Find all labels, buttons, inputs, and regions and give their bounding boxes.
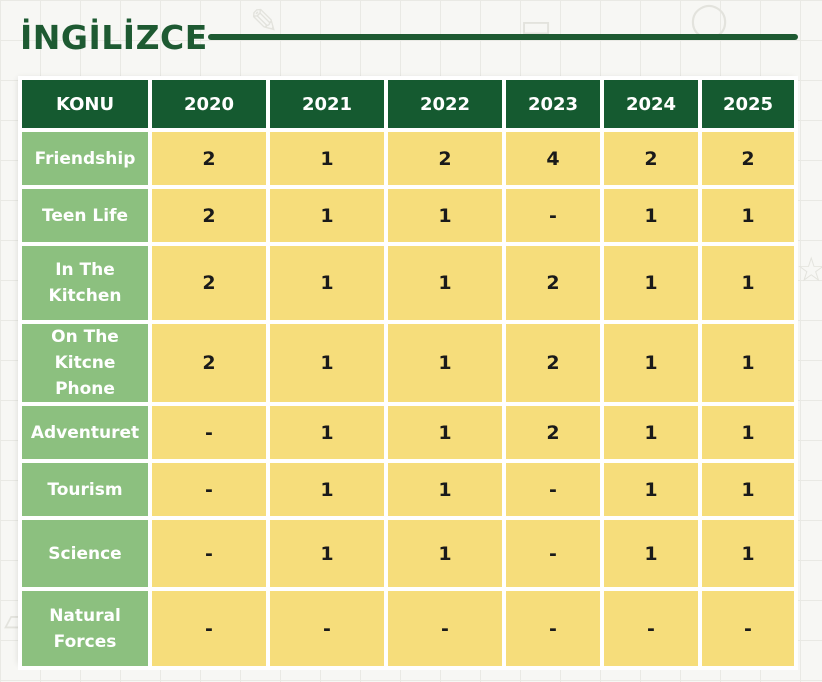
table-row: On The Kitcne Phone 2 1 1 2 1 1 xyxy=(18,320,798,406)
header-cell-year: 2021 xyxy=(266,76,388,132)
value-cell: 2 xyxy=(502,242,604,324)
value-cell: 2 xyxy=(148,185,270,246)
value-cell: - xyxy=(148,516,270,591)
value-cell: 1 xyxy=(266,459,388,520)
value-cell: 2 xyxy=(502,320,604,406)
value-cell: 2 xyxy=(148,242,270,324)
title-underline xyxy=(208,34,798,40)
table-row: In The Kitchen 2 1 1 2 1 1 xyxy=(18,242,798,324)
table-row: Teen Life 2 1 1-1 1 xyxy=(18,185,798,246)
value-cell: - xyxy=(502,516,604,591)
value-cell: 1 xyxy=(600,402,702,463)
value-cell: - xyxy=(502,459,604,520)
value-cell: 1 xyxy=(698,516,798,591)
header-cell-year: 2024 xyxy=(600,76,702,132)
value-cell: 1 xyxy=(600,185,702,246)
header-cell-year: 2022 xyxy=(384,76,506,132)
page-title: İNGİLİZCE xyxy=(20,18,208,57)
value-cell: 1 xyxy=(384,242,506,324)
value-cell: 1 xyxy=(384,459,506,520)
header-cell-year: 2023 xyxy=(502,76,604,132)
value-cell: 1 xyxy=(698,459,798,520)
topic-cell: Teen Life xyxy=(18,185,152,246)
table-row: Science -1 1-1 1 xyxy=(18,516,798,591)
topic-cell: Friendship xyxy=(18,128,152,189)
value-cell: 1 xyxy=(384,320,506,406)
value-cell: - xyxy=(600,587,702,670)
value-cell: 1 xyxy=(600,320,702,406)
table-row: Tourism -1 1-1 1 xyxy=(18,459,798,520)
globe-doodle-icon: ◯ xyxy=(690,0,729,40)
header-cell-year: 2020 xyxy=(148,76,270,132)
value-cell: 1 xyxy=(600,242,702,324)
value-cell: 2 xyxy=(502,402,604,463)
value-cell: 2 xyxy=(148,128,270,189)
value-cell: 1 xyxy=(266,185,388,246)
value-cell: 1 xyxy=(266,128,388,189)
value-cell: 1 xyxy=(266,402,388,463)
header-cell-topic: KONU xyxy=(18,76,152,132)
value-cell: 2 xyxy=(384,128,506,189)
value-cell: - xyxy=(148,587,270,670)
topic-cell: On The Kitcne Phone xyxy=(18,320,152,406)
topic-cell: Tourism xyxy=(18,459,152,520)
value-cell: 2 xyxy=(698,128,798,189)
value-cell: - xyxy=(502,185,604,246)
value-cell: 1 xyxy=(698,402,798,463)
value-cell: 1 xyxy=(600,459,702,520)
book-doodle-icon: ▭ xyxy=(520,6,553,46)
value-cell: 1 xyxy=(384,185,506,246)
value-cell: 1 xyxy=(266,242,388,324)
value-cell: 1 xyxy=(698,242,798,324)
value-cell: 1 xyxy=(600,516,702,591)
value-cell: 2 xyxy=(148,320,270,406)
topic-cell: Adventuret xyxy=(18,402,152,463)
value-cell: - xyxy=(266,587,388,670)
value-cell: 2 xyxy=(600,128,702,189)
header-row: KONU 2020 2021 2022 2023 2024 2025 xyxy=(18,76,798,132)
star-doodle-icon: ☆ xyxy=(796,250,822,290)
value-cell: - xyxy=(148,402,270,463)
value-cell: - xyxy=(384,587,506,670)
value-cell: - xyxy=(502,587,604,670)
value-cell: - xyxy=(148,459,270,520)
exam-topics-table-container: KONU 2020 2021 2022 2023 2024 2025 Frien… xyxy=(18,76,798,670)
value-cell: 1 xyxy=(266,516,388,591)
topic-cell: Natural Forces xyxy=(18,587,152,670)
value-cell: 1 xyxy=(266,320,388,406)
topic-cell: In The Kitchen xyxy=(18,242,152,324)
value-cell: - xyxy=(698,587,798,670)
table-row: Natural Forces - - - - - - xyxy=(18,587,798,670)
value-cell: 1 xyxy=(698,320,798,406)
header-cell-year: 2025 xyxy=(698,76,798,132)
value-cell: 1 xyxy=(384,402,506,463)
table-row: Friendship 2 1 2 4 2 2 xyxy=(18,128,798,189)
exam-topics-table: KONU 2020 2021 2022 2023 2024 2025 Frien… xyxy=(18,76,798,670)
value-cell: 1 xyxy=(384,516,506,591)
topic-cell: Science xyxy=(18,516,152,591)
table-row: Adventuret -1 1 2 1 1 xyxy=(18,402,798,463)
value-cell: 1 xyxy=(698,185,798,246)
value-cell: 4 xyxy=(502,128,604,189)
